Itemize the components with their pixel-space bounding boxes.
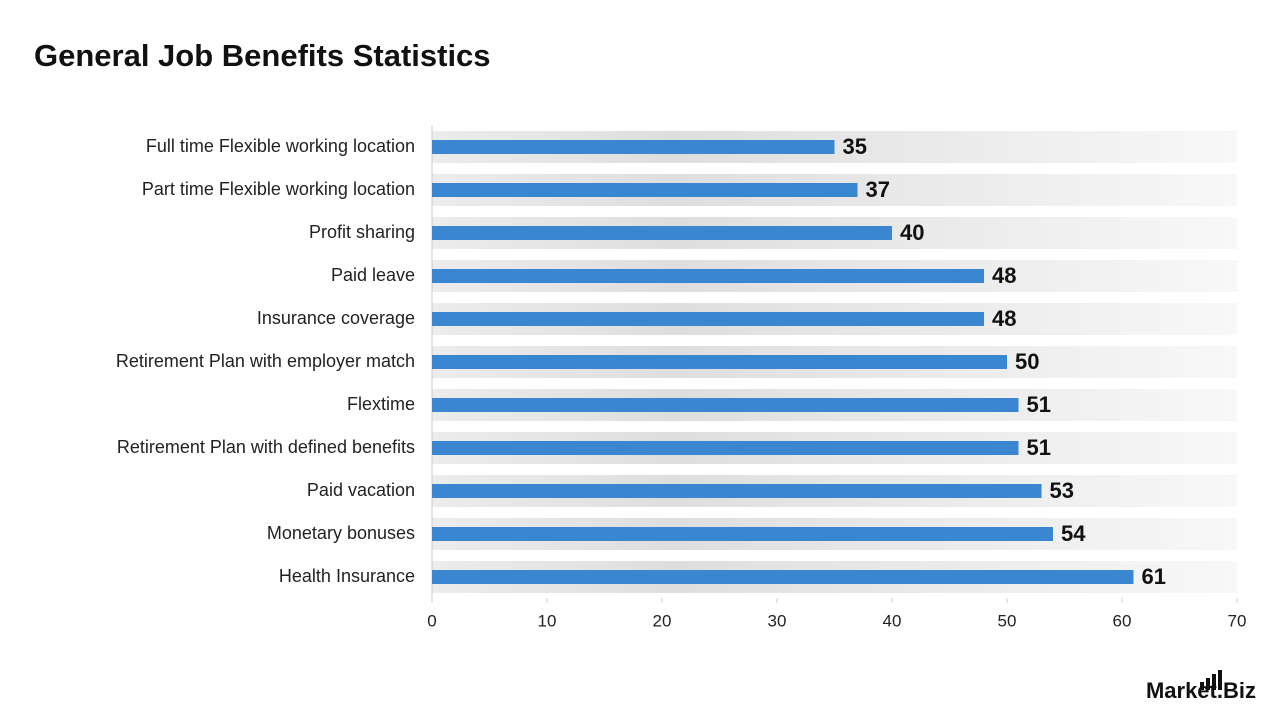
value-label: 37: [866, 177, 890, 202]
value-label: 48: [992, 306, 1016, 331]
value-label: 40: [900, 220, 924, 245]
value-label: 35: [843, 134, 867, 159]
x-tick-label: 10: [538, 611, 557, 630]
bar: [432, 570, 1134, 584]
category-label: Profit sharing: [309, 222, 415, 242]
value-label: 50: [1015, 349, 1039, 374]
category-label: Flextime: [347, 394, 415, 414]
category-label: Health Insurance: [279, 566, 415, 586]
plot-area: 0 10 20 30 40 50 60 70 Full time Flexible workin…: [116, 125, 1247, 630]
category-label: Paid leave: [331, 265, 415, 285]
category-label: Full time Flexible working location: [146, 136, 415, 156]
x-tick-label: 50: [998, 611, 1017, 630]
bar: [432, 484, 1042, 498]
x-tick-label: 40: [883, 611, 902, 630]
x-tick-label: 30: [768, 611, 787, 630]
category-label: Monetary bonuses: [267, 523, 415, 543]
bar: [432, 312, 984, 326]
chart-title: General Job Benefits Statistics: [34, 38, 491, 73]
bar: [432, 140, 835, 154]
logo: Market.Biz: [1146, 678, 1256, 703]
x-tick-label: 60: [1113, 611, 1132, 630]
value-label: 48: [992, 263, 1016, 288]
value-label: 54: [1061, 521, 1086, 546]
bar: [432, 269, 984, 283]
value-label: 53: [1050, 478, 1074, 503]
bar: [432, 226, 892, 240]
bar: [432, 355, 1007, 369]
x-tick-label: 20: [653, 611, 672, 630]
bar: [432, 398, 1019, 412]
category-label: Retirement Plan with employer match: [116, 351, 415, 371]
bar: [432, 441, 1019, 455]
x-tick-label: 70: [1228, 611, 1247, 630]
category-label: Paid vacation: [307, 480, 415, 500]
bar: [432, 183, 858, 197]
category-label: Insurance coverage: [257, 308, 415, 328]
bar: [432, 527, 1053, 541]
logo-icon: [1200, 670, 1222, 690]
value-label: 61: [1142, 564, 1166, 589]
value-label: 51: [1027, 435, 1051, 460]
value-label: 51: [1027, 392, 1051, 417]
x-tick-label: 0: [427, 611, 436, 630]
category-label: Part time Flexible working location: [142, 179, 415, 199]
category-label: Retirement Plan with defined benefits: [117, 437, 415, 457]
